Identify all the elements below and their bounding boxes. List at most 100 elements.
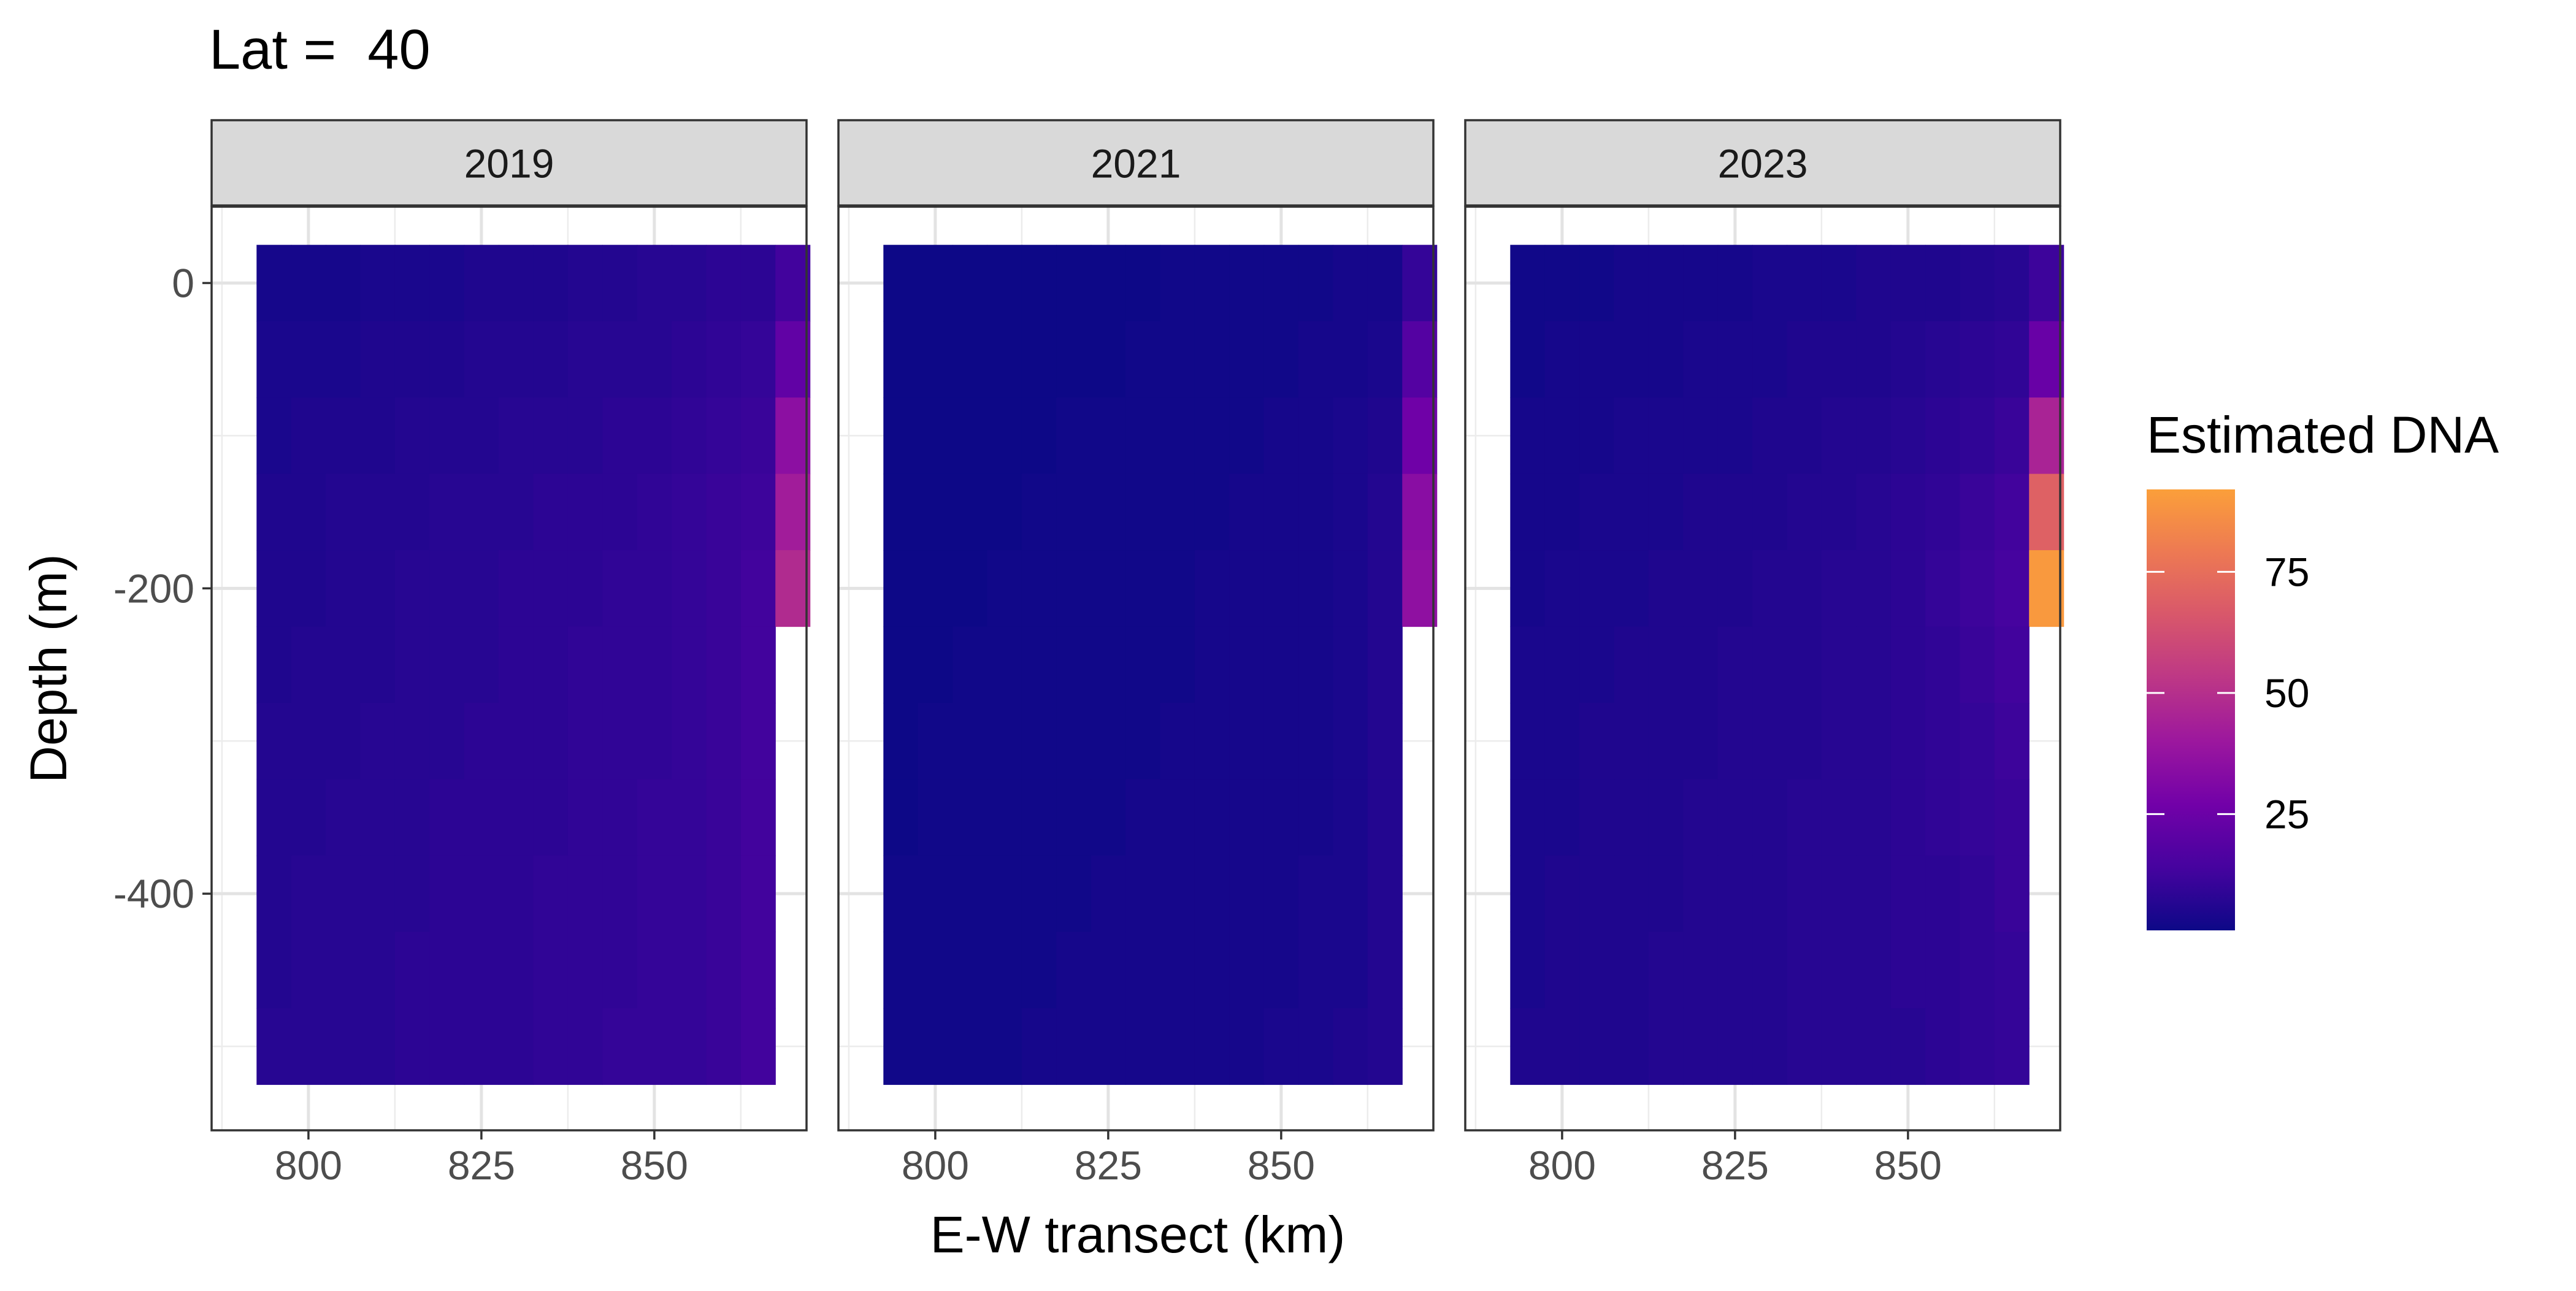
heatmap-tile: [1229, 626, 1265, 703]
heatmap-tile: [672, 397, 707, 475]
facet-panel-2019: 2019 800 825 850 0 -200 -400: [113, 119, 811, 1188]
heatmap-tile: [1856, 1008, 1892, 1085]
heatmap-tile: [360, 321, 396, 398]
heatmap-tile: [1579, 550, 1615, 627]
heatmap-tile: [1752, 473, 1788, 551]
heatmap-tile: [706, 473, 742, 551]
colorbar-tick-label: 25: [2264, 791, 2309, 837]
heatmap-tile: [1544, 473, 1580, 551]
heatmap-tile: [1056, 932, 1092, 1009]
heatmap-tile: [533, 473, 569, 551]
heatmap-tile: [987, 245, 1022, 322]
heatmap-tile: [256, 855, 292, 932]
heatmap-tile: [256, 245, 292, 322]
heatmap-tile: [1544, 779, 1580, 856]
heatmap-tile: [1544, 932, 1580, 1009]
heatmap-tile: [326, 626, 361, 703]
heatmap-tile: [1787, 779, 1822, 856]
heatmap-tile: [567, 626, 603, 703]
heatmap-tile: [637, 550, 672, 627]
heatmap-tile: [883, 397, 919, 475]
heatmap-tile: [1367, 321, 1403, 398]
heatmap-tile: [706, 550, 742, 627]
heatmap-tile: [1856, 855, 1892, 932]
heatmap-tile: [1787, 626, 1822, 703]
heatmap-tile: [1056, 626, 1092, 703]
heatmap-tile: [1263, 321, 1299, 398]
heatmap-tile: [1510, 397, 1546, 475]
heatmap-tile: [1648, 932, 1684, 1009]
heatmap-tile: [1960, 779, 1995, 856]
heatmap-tile: [918, 321, 953, 398]
heatmap-tile: [1091, 779, 1126, 856]
heatmap-tile: [672, 779, 707, 856]
heatmap-tile: [1333, 550, 1368, 627]
heatmap-tile: [533, 550, 569, 627]
heatmap-tile: [499, 855, 534, 932]
x-tick-label: 825: [1701, 1143, 1769, 1188]
heatmap-tile: [326, 779, 361, 856]
heatmap-tile: [1925, 779, 1961, 856]
heatmap-tile: [1333, 779, 1368, 856]
heatmap-tile: [1717, 550, 1753, 627]
heatmap-tile: [1960, 932, 1995, 1009]
heatmap-tile: [2029, 473, 2064, 551]
heatmap-tile: [1821, 550, 1857, 627]
heatmap-tile: [1752, 779, 1788, 856]
heatmap-tile: [1925, 321, 1961, 398]
heatmap-tile: [2029, 550, 2064, 627]
heatmap-tile: [1717, 779, 1753, 856]
heatmap-tile: [1787, 550, 1822, 627]
heatmap-tile: [1091, 626, 1126, 703]
heatmap-tile: [533, 245, 569, 322]
heatmap-tile: [464, 1008, 499, 1085]
heatmap-tile: [1960, 855, 1995, 932]
heatmap-tile: [1298, 779, 1334, 856]
heatmap-tile: [1994, 397, 2030, 475]
heatmap-tile: [1960, 473, 1995, 551]
heatmap-tile: [1194, 473, 1230, 551]
heatmap-tile: [533, 397, 569, 475]
x-tick-label: 850: [1874, 1143, 1942, 1188]
heatmap-tile: [429, 1008, 465, 1085]
heatmap-tile: [1160, 779, 1195, 856]
heatmap-tile: [394, 703, 430, 780]
heatmap-tile: [1544, 550, 1580, 627]
heatmap-tile: [1125, 397, 1161, 475]
heatmap-tile: [883, 703, 919, 780]
heatmap-tile: [567, 245, 603, 322]
heatmap-tile: [360, 245, 396, 322]
heatmap-tile: [1056, 703, 1092, 780]
heatmap-tile: [1125, 626, 1161, 703]
heatmap-tile: [394, 1008, 430, 1085]
heatmap-tile: [1787, 321, 1822, 398]
x-tick-label: 850: [1248, 1143, 1315, 1188]
heatmap-tile: [1367, 779, 1403, 856]
heatmap-tile: [1333, 855, 1368, 932]
heatmap-tile: [602, 1008, 638, 1085]
heatmap-tile: [1890, 1008, 1926, 1085]
heatmap-tile: [291, 473, 326, 551]
heatmap-tile: [602, 397, 638, 475]
heatmap-tile: [1752, 855, 1788, 932]
heatmap-tile: [637, 932, 672, 1009]
heatmap-tile: [1263, 703, 1299, 780]
facet-strip: [210, 119, 808, 207]
x-tick-label: 825: [448, 1143, 515, 1188]
heatmap-tile: [1160, 1008, 1195, 1085]
heatmap-tile: [1579, 473, 1615, 551]
colorbar-legend: 25 50 75: [2147, 489, 2309, 930]
heatmap-tile: [1091, 245, 1126, 322]
heatmap-tile: [1821, 703, 1857, 780]
heatmap-tile: [394, 397, 430, 475]
heatmap-tile: [1683, 1008, 1719, 1085]
heatmap-tile: [1021, 321, 1057, 398]
heatmap-tile: [637, 397, 672, 475]
heatmap-tile: [883, 855, 919, 932]
heatmap-tile: [1510, 1008, 1546, 1085]
heatmap-tile: [326, 1008, 361, 1085]
heatmap-tile: [1160, 473, 1195, 551]
heatmap-tile: [291, 321, 326, 398]
heatmap-tile: [1752, 703, 1788, 780]
